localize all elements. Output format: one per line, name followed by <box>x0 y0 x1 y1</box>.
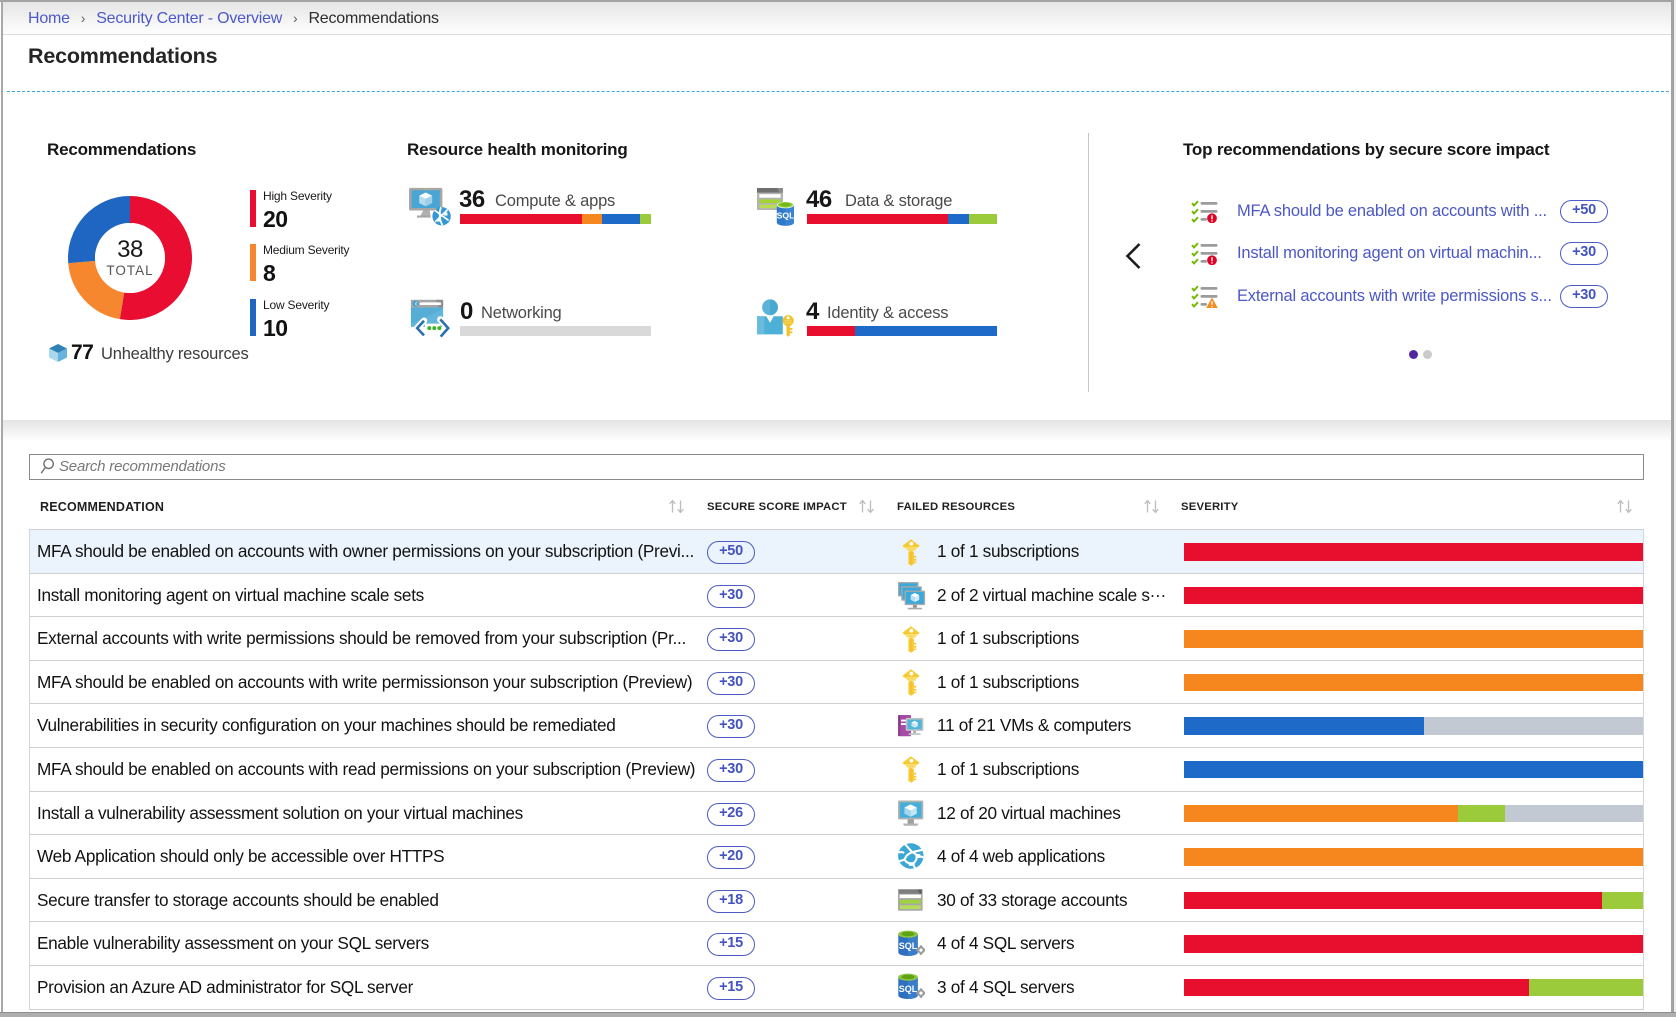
svg-text:SQL: SQL <box>898 941 917 951</box>
svg-text:SQL: SQL <box>777 211 796 221</box>
svg-text:SQL: SQL <box>898 984 917 994</box>
